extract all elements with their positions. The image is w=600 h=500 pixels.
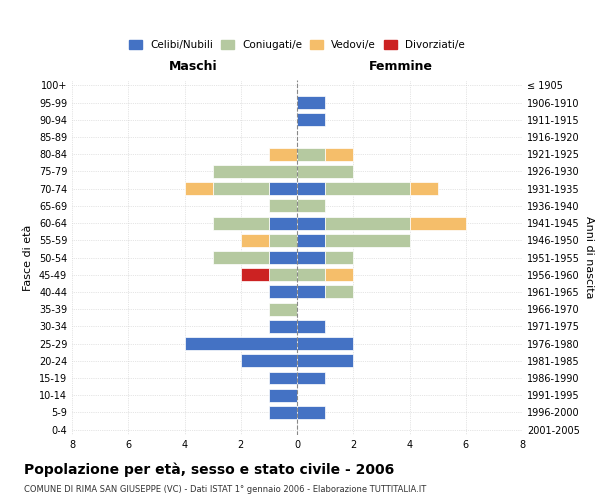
Y-axis label: Fasce di età: Fasce di età — [23, 224, 33, 290]
Bar — [269, 251, 297, 264]
Bar — [297, 286, 325, 298]
Bar — [297, 200, 325, 212]
Bar — [269, 372, 297, 384]
Y-axis label: Anni di nascita: Anni di nascita — [584, 216, 593, 298]
Bar — [297, 216, 325, 230]
Bar — [269, 302, 297, 316]
Bar — [185, 182, 212, 195]
Bar — [297, 268, 325, 281]
Bar — [325, 182, 409, 195]
Bar — [325, 268, 353, 281]
Bar — [297, 337, 353, 350]
Bar — [325, 216, 409, 230]
Bar — [212, 251, 269, 264]
Bar — [325, 234, 409, 246]
Bar — [269, 216, 297, 230]
Bar — [297, 406, 325, 419]
Bar — [297, 148, 325, 160]
Bar — [212, 216, 269, 230]
Bar — [297, 96, 325, 109]
Bar — [241, 268, 269, 281]
Bar — [325, 251, 353, 264]
Legend: Celibi/Nubili, Coniugati/e, Vedovi/e, Divorziati/e: Celibi/Nubili, Coniugati/e, Vedovi/e, Di… — [125, 36, 469, 54]
Bar — [269, 388, 297, 402]
Bar — [297, 354, 353, 367]
Bar — [297, 182, 325, 195]
Bar — [269, 148, 297, 160]
Text: Femmine: Femmine — [368, 60, 433, 73]
Bar — [297, 234, 325, 246]
Bar — [241, 354, 297, 367]
Bar — [269, 320, 297, 333]
Bar — [269, 268, 297, 281]
Bar — [297, 165, 353, 178]
Bar — [269, 234, 297, 246]
Bar — [212, 165, 297, 178]
Bar — [297, 114, 325, 126]
Bar — [297, 251, 325, 264]
Bar — [269, 182, 297, 195]
Bar — [241, 234, 269, 246]
Bar — [409, 182, 437, 195]
Bar — [269, 406, 297, 419]
Bar — [409, 216, 466, 230]
Bar — [325, 148, 353, 160]
Bar — [297, 320, 325, 333]
Text: Popolazione per età, sesso e stato civile - 2006: Popolazione per età, sesso e stato civil… — [24, 462, 394, 477]
Bar — [269, 286, 297, 298]
Text: Maschi: Maschi — [169, 60, 218, 73]
Bar — [212, 182, 269, 195]
Bar — [185, 337, 297, 350]
Bar — [269, 200, 297, 212]
Text: COMUNE DI RIMA SAN GIUSEPPE (VC) - Dati ISTAT 1° gennaio 2006 - Elaborazione TUT: COMUNE DI RIMA SAN GIUSEPPE (VC) - Dati … — [24, 485, 426, 494]
Bar — [297, 372, 325, 384]
Bar — [325, 286, 353, 298]
